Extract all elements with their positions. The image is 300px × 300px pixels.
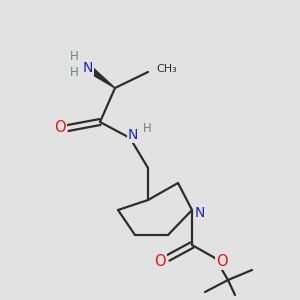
Text: H: H: [142, 122, 152, 134]
Text: H: H: [70, 67, 78, 80]
Text: O: O: [216, 254, 228, 268]
Text: CH₃: CH₃: [156, 64, 177, 74]
Text: N: N: [195, 206, 205, 220]
Text: N: N: [128, 128, 138, 142]
Text: O: O: [54, 121, 66, 136]
Text: O: O: [154, 254, 166, 268]
Polygon shape: [86, 65, 115, 88]
Text: N: N: [83, 61, 93, 75]
Text: H: H: [70, 50, 78, 62]
